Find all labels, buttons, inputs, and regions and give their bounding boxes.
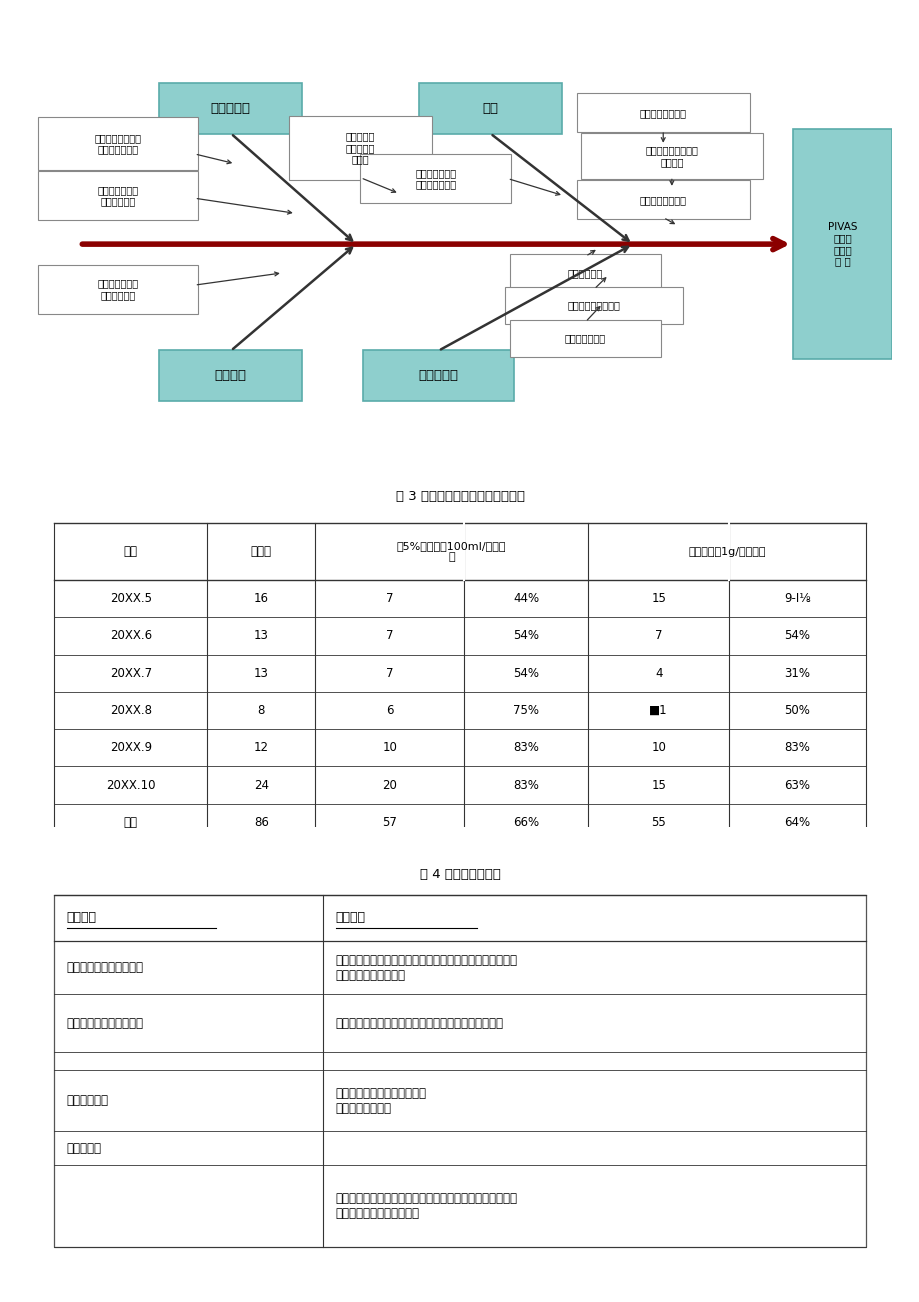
Text: 人员: 人员 <box>482 103 498 116</box>
FancyBboxPatch shape <box>289 116 431 180</box>
Text: 66%: 66% <box>513 816 539 829</box>
FancyBboxPatch shape <box>792 129 891 359</box>
Text: 药典规定的可见异物检查有允许的可见异物限度复合盖有允
许的穿刺落屑数量标准: 药典规定的可见异物检查有允许的可见异物限度复合盖有允 许的穿刺落屑数量标准 <box>335 953 517 982</box>
Text: 无统一的成品液
检测设备设施: 无统一的成品液 检测设备设施 <box>97 279 139 299</box>
FancyBboxPatch shape <box>581 133 762 178</box>
FancyBboxPatch shape <box>418 83 561 134</box>
Text: 培训不到位: 培训不到位 <box>67 1142 102 1155</box>
Text: 31%: 31% <box>784 667 810 680</box>
Text: 54%: 54% <box>513 629 539 642</box>
Text: 86: 86 <box>254 816 268 829</box>
Text: 20XX.5: 20XX.5 <box>109 592 152 605</box>
Text: 15: 15 <box>651 779 665 792</box>
Text: 13: 13 <box>254 629 268 642</box>
Text: 57: 57 <box>381 816 397 829</box>
Text: 静脉用注射液中含有微粒: 静脉用注射液中含有微粒 <box>67 961 143 974</box>
Text: 汇总: 汇总 <box>124 816 138 829</box>
FancyBboxPatch shape <box>159 350 301 401</box>
Text: 出液间亮度不够: 出液间亮度不够 <box>564 333 606 344</box>
Text: 9-I⅛: 9-I⅛ <box>783 592 810 605</box>
Text: 对无菌操作必要性的认识欠缺未掌握每一步骤的操作要点考
核、练习不够，技术不熟练: 对无菌操作必要性的认识欠缺未掌握每一步骤的操作要点考 核、练习不够，技术不熟练 <box>335 1191 517 1220</box>
Text: 13: 13 <box>254 667 268 680</box>
Text: 44%: 44% <box>513 592 539 605</box>
Text: 更衣、防护不严密，带入微粒
未按规范要求操作: 更衣、防护不严密，带入微粒 未按规范要求操作 <box>335 1087 426 1115</box>
Text: 4: 4 <box>654 667 662 680</box>
Text: 物品、环境: 物品、环境 <box>418 368 458 381</box>
Text: 缺乏无菌操作意识: 缺乏无菌操作意识 <box>639 108 686 118</box>
FancyBboxPatch shape <box>509 320 661 357</box>
Text: 6: 6 <box>385 704 393 717</box>
FancyBboxPatch shape <box>39 171 199 220</box>
Text: 根本原因: 根本原因 <box>67 911 96 924</box>
Text: 配液未按规范操作: 配液未按规范操作 <box>639 195 686 204</box>
Text: 设备设施: 设备设施 <box>215 368 246 381</box>
Text: 8: 8 <box>257 704 265 717</box>
Text: 风险意识淡漠: 风险意识淡漠 <box>67 1094 108 1107</box>
Text: 16: 16 <box>254 592 268 605</box>
Text: 各科室成品检查条件、标准不同缺乏有效的监管与问责: 各科室成品检查条件、标准不同缺乏有效的监管与问责 <box>335 1017 504 1030</box>
Text: ■1: ■1 <box>649 704 667 717</box>
Text: 20XX.6: 20XX.6 <box>109 629 152 642</box>
Text: 20: 20 <box>381 779 397 792</box>
Text: 20XX.10: 20XX.10 <box>106 779 155 792</box>
Text: 54%: 54% <box>513 667 539 680</box>
Text: 废液数: 废液数 <box>251 546 271 559</box>
Bar <box>54 894 865 1246</box>
Text: 20XX.9: 20XX.9 <box>109 741 152 754</box>
Text: 15: 15 <box>651 592 665 605</box>
Text: PIVAS
混合调
配成品
出 屑: PIVAS 混合调 配成品 出 屑 <box>827 221 857 267</box>
Text: 7: 7 <box>385 667 393 680</box>
Text: 7: 7 <box>385 592 393 605</box>
Text: 规章制度不完善、不落实: 规章制度不完善、不落实 <box>67 1017 143 1030</box>
Text: 50%: 50% <box>784 704 810 717</box>
FancyBboxPatch shape <box>576 94 749 133</box>
Text: 技不熟练、穿刺
速度、力度不好: 技不熟练、穿刺 速度、力度不好 <box>414 168 456 189</box>
Text: 与罗氏芬（1g/支）相关: 与罗氏芬（1g/支）相关 <box>687 547 765 557</box>
Text: 药品外包材质量问题: 药品外包材质量问题 <box>567 301 619 311</box>
FancyBboxPatch shape <box>359 154 511 203</box>
Text: 83%: 83% <box>513 741 539 754</box>
Text: 54%: 54% <box>784 629 810 642</box>
Text: 10: 10 <box>651 741 665 754</box>
Text: 75%: 75% <box>513 704 539 717</box>
FancyBboxPatch shape <box>576 181 749 219</box>
Text: 近端原因: 近端原因 <box>335 911 366 924</box>
Text: 63%: 63% <box>784 779 810 792</box>
Text: 7: 7 <box>385 629 393 642</box>
Text: 表 4 根本原因分析表: 表 4 根本原因分析表 <box>419 868 500 881</box>
Text: 64%: 64% <box>784 816 810 829</box>
Text: 表 3 与出屑相关度高的药品统计表: 表 3 与出屑相关度高的药品统计表 <box>395 491 524 504</box>
FancyBboxPatch shape <box>362 350 514 401</box>
FancyBboxPatch shape <box>39 264 199 314</box>
Text: 耗材质量问题: 耗材质量问题 <box>567 268 602 277</box>
Text: 7: 7 <box>654 629 662 642</box>
FancyBboxPatch shape <box>159 83 301 134</box>
FancyBboxPatch shape <box>39 117 199 171</box>
Text: 83%: 83% <box>513 779 539 792</box>
Text: 12: 12 <box>254 741 268 754</box>
Text: 20XX.8: 20XX.8 <box>109 704 152 717</box>
Text: 组合盖质量
标准有允许
落屑数: 组合盖质量 标准有允许 落屑数 <box>346 132 375 164</box>
Text: 调配后成品检查
操作细则缺失: 调配后成品检查 操作细则缺失 <box>97 185 139 207</box>
Text: 83%: 83% <box>784 741 810 754</box>
FancyBboxPatch shape <box>505 288 682 324</box>
Text: 24: 24 <box>254 779 268 792</box>
Text: 55: 55 <box>651 816 665 829</box>
Text: 时间: 时间 <box>124 546 138 559</box>
Text: 与5%葡萄糖（100mI/袋）相
关: 与5%葡萄糖（100mI/袋）相 关 <box>396 540 506 562</box>
Text: 20XX.7: 20XX.7 <box>109 667 152 680</box>
Text: 10: 10 <box>381 741 397 754</box>
Text: 法规、制度: 法规、制度 <box>210 103 251 116</box>
Text: 更衣、防护不严密，
带入颗粒: 更衣、防护不严密， 带入颗粒 <box>645 145 698 167</box>
Text: 复配液的不溶性微
粒检测标准缺失: 复配液的不溶性微 粒检测标准缺失 <box>95 133 142 155</box>
FancyBboxPatch shape <box>509 254 661 292</box>
